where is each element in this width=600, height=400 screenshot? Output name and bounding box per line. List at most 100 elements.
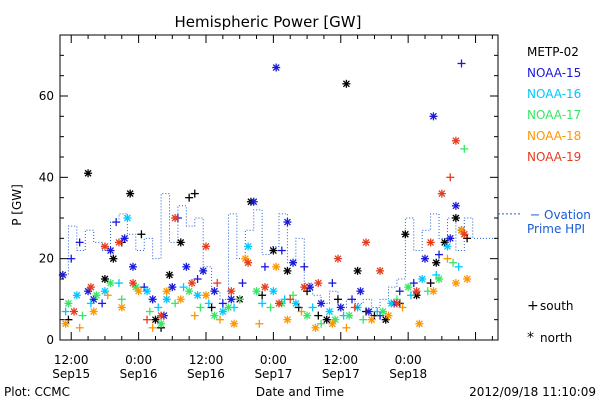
data-point (283, 315, 292, 324)
data-point (64, 315, 73, 324)
data-point (443, 254, 452, 263)
data-point (378, 307, 387, 316)
data-point (207, 303, 216, 312)
data-point (415, 319, 424, 328)
data-point (120, 234, 129, 243)
legend-item-noaa-19: NOAA-19 (527, 150, 581, 164)
data-point (303, 287, 312, 296)
data-point (154, 303, 163, 312)
data-point (291, 299, 300, 308)
data-point (376, 311, 385, 320)
data-point (381, 315, 390, 324)
data-point (162, 295, 171, 304)
data-point (98, 299, 107, 308)
data-point (260, 283, 269, 292)
data-point (432, 270, 441, 279)
plot-area (58, 59, 498, 332)
data-point (145, 307, 154, 316)
data-point (64, 299, 73, 308)
footer-timestamp: 2012/09/18 11:10:09 (469, 385, 596, 399)
legend-item-metp-02: METP-02 (527, 45, 579, 59)
x-tick-time-label: 12:00 (189, 353, 224, 367)
data-point (305, 283, 314, 292)
legend-item-noaa-16: NOAA-16 (527, 87, 581, 101)
data-point (297, 307, 306, 316)
marker-legend: + south * north (527, 298, 574, 346)
data-point (210, 287, 219, 296)
data-point (457, 59, 466, 68)
y-tick-label: 40 (39, 170, 54, 184)
data-point (328, 279, 337, 288)
data-point (84, 287, 93, 296)
data-point (451, 201, 460, 210)
data-point (421, 254, 429, 263)
data-point (190, 189, 199, 198)
marker-legend-label-south: south (540, 299, 574, 313)
x-tick-date-label: Sep17 (322, 367, 360, 381)
data-point (317, 299, 326, 308)
data-point (426, 238, 435, 247)
data-point (157, 319, 166, 328)
data-point (272, 262, 281, 271)
data-point (272, 63, 281, 72)
data-point (328, 319, 337, 328)
data-point (193, 275, 202, 283)
data-point (162, 287, 171, 296)
x-tick-time-label: 12:00 (323, 353, 358, 367)
data-point (446, 173, 455, 182)
data-point (86, 283, 95, 292)
data-point (210, 311, 219, 320)
data-point (238, 279, 247, 288)
data-point (418, 275, 427, 283)
data-point (72, 291, 81, 300)
data-point (286, 295, 295, 304)
data-point (241, 254, 250, 263)
data-point (463, 275, 472, 283)
data-point (227, 295, 236, 304)
data-point (409, 279, 418, 288)
y-tick-label: 0 (46, 333, 54, 347)
data-point (137, 230, 146, 239)
legend-item-noaa-18: NOAA-18 (527, 129, 581, 143)
data-point (106, 246, 115, 255)
data-point (460, 144, 469, 153)
data-point (213, 279, 222, 288)
data-point (224, 303, 233, 312)
data-point (449, 258, 458, 267)
data-point (196, 303, 205, 312)
data-point (230, 319, 239, 328)
data-point (70, 307, 79, 316)
data-point (342, 79, 351, 88)
data-point (114, 238, 123, 247)
data-point (429, 287, 438, 296)
data-point (86, 299, 95, 308)
data-point (432, 258, 441, 267)
data-point (269, 246, 278, 255)
data-point (348, 295, 356, 304)
data-point (333, 295, 342, 304)
data-point (435, 275, 444, 283)
data-point (300, 283, 309, 292)
data-point (283, 218, 292, 227)
chart-title: Hemispheric Power [GW] (175, 13, 362, 31)
legend-item-noaa-17: NOAA-17 (527, 108, 581, 122)
data-point (129, 262, 137, 271)
data-point (401, 230, 410, 239)
data-point (443, 242, 452, 251)
data-point (176, 238, 185, 247)
x-tick-time-label: 0:00 (125, 353, 152, 367)
data-point (289, 258, 298, 267)
data-point (429, 112, 438, 121)
data-point (134, 287, 143, 296)
data-point (75, 238, 84, 247)
series-noaa-19 (70, 136, 469, 324)
data-point (457, 226, 466, 235)
y-axis-ticks: 0 20 40 60 (39, 34, 498, 347)
data-point (311, 323, 320, 332)
data-point (100, 242, 109, 251)
data-point (235, 295, 244, 304)
x-tick-date-label: Sep16 (187, 367, 225, 381)
data-point (61, 307, 70, 316)
data-point (216, 315, 225, 324)
data-point (277, 246, 286, 255)
